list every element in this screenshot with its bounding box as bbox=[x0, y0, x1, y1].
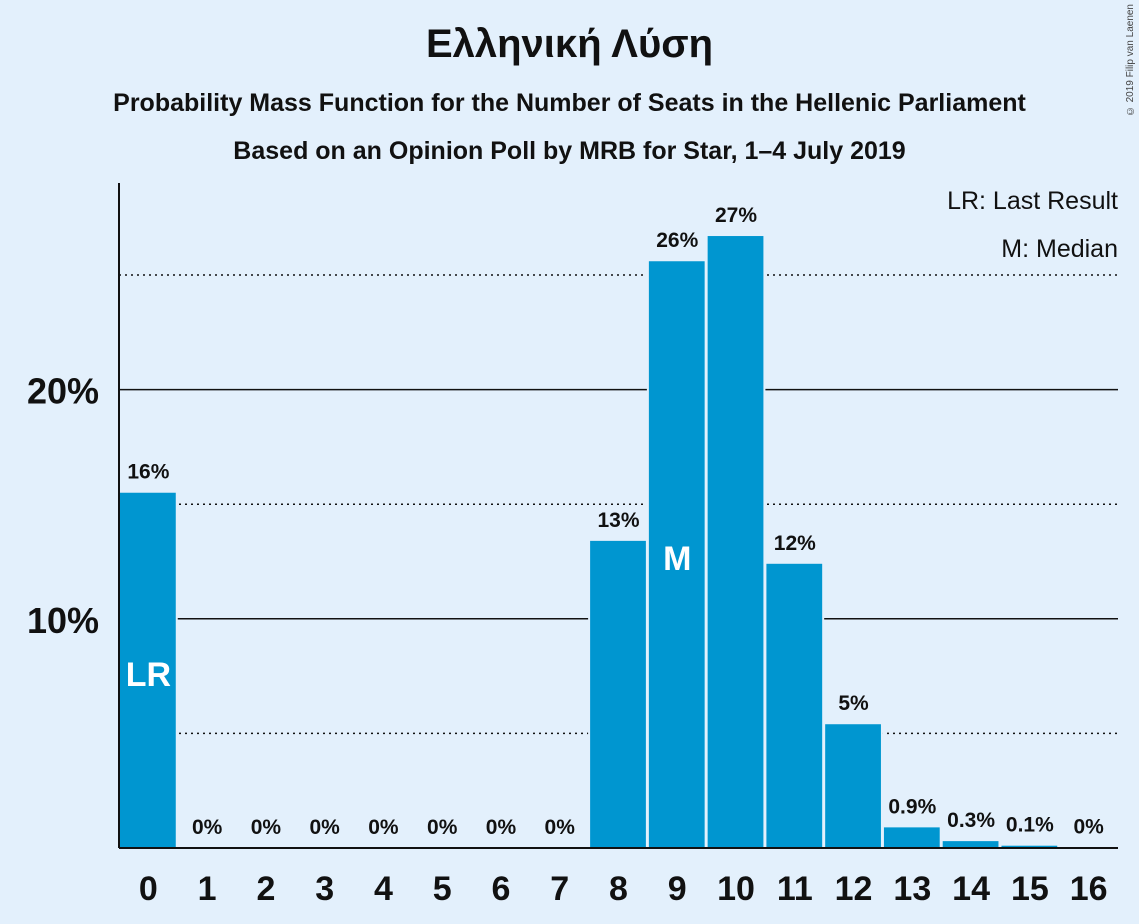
bar-seats-14 bbox=[942, 841, 999, 848]
bar-value-labels: 16% LR 0% 0% 0% 0% 0% 0% 0% 13% 26% M 27% 12% 5% 0.9% 0.… bbox=[126, 204, 1104, 839]
bar-seats-13 bbox=[883, 827, 940, 848]
x-tick-label: 2 bbox=[256, 870, 275, 908]
bar-value-label: 26% bbox=[656, 229, 698, 252]
bar-value-label: 0% bbox=[486, 816, 517, 839]
y-tick-label: 20% bbox=[27, 371, 99, 412]
x-tick-label: 13 bbox=[893, 870, 931, 908]
bar-value-label: 0% bbox=[309, 816, 340, 839]
bar-value-label: 12% bbox=[774, 532, 816, 555]
bar-value-label: 0.3% bbox=[947, 809, 995, 832]
bar-seats-12 bbox=[825, 724, 881, 848]
bar-seats-0 bbox=[120, 492, 176, 848]
x-tick-label: 1 bbox=[198, 870, 217, 908]
x-tick-label: 6 bbox=[492, 870, 511, 908]
chart-title: Ελληνική Λύση bbox=[425, 22, 714, 66]
bar-seats-9 bbox=[648, 261, 705, 848]
bar-value-label: 0% bbox=[427, 816, 458, 839]
bar-value-label: 0.1% bbox=[1006, 814, 1054, 837]
bar-value-label: 0% bbox=[251, 816, 282, 839]
bar-seats-15 bbox=[1001, 845, 1058, 848]
x-tick-label: 3 bbox=[315, 870, 334, 908]
y-tick-label: 10% bbox=[27, 600, 99, 641]
x-tick-label: 5 bbox=[433, 870, 452, 908]
x-tick-labels: 0 1 2 3 4 5 6 7 8 9 10 11 12 13 14 15 16 bbox=[139, 870, 1108, 908]
x-tick-label: 8 bbox=[609, 870, 628, 908]
x-tick-label: 14 bbox=[952, 870, 990, 908]
x-tick-label: 0 bbox=[139, 870, 158, 908]
bar-value-label: 0% bbox=[545, 816, 576, 839]
bar-value-label: 13% bbox=[597, 509, 639, 532]
x-tick-label: 7 bbox=[550, 870, 569, 908]
bar-value-label: 16% bbox=[127, 461, 169, 484]
x-tick-label: 10 bbox=[717, 870, 755, 908]
bar-seats-10 bbox=[707, 236, 764, 848]
legend-last-result: LR: Last Result bbox=[947, 187, 1118, 215]
chart-subtitle: Probability Mass Function for the Number… bbox=[113, 89, 1026, 117]
x-tick-label: 16 bbox=[1070, 870, 1108, 908]
bar-marker-lr: LR bbox=[126, 656, 171, 694]
bar-marker-m: M bbox=[663, 540, 691, 578]
x-tick-label: 12 bbox=[835, 870, 873, 908]
legend-median: M: Median bbox=[1001, 235, 1118, 263]
x-tick-label: 9 bbox=[668, 870, 687, 908]
bar-value-label: 0% bbox=[1073, 816, 1104, 839]
bar-seats-11 bbox=[766, 563, 823, 848]
chart-subtitle-poll: Based on an Opinion Poll by MRB for Star… bbox=[233, 137, 906, 165]
bar-value-label: 0% bbox=[192, 816, 223, 839]
y-tick-labels: 10% 20% bbox=[27, 371, 99, 641]
bar-value-label: 0.9% bbox=[888, 795, 936, 818]
x-tick-label: 15 bbox=[1011, 870, 1049, 908]
bar-value-label: 27% bbox=[715, 204, 757, 227]
bar-gap bbox=[999, 841, 1060, 848]
bar-seats-8 bbox=[590, 540, 646, 848]
bar-value-label: 5% bbox=[838, 692, 869, 715]
bar-value-label: 0% bbox=[368, 816, 399, 839]
x-tick-label: 4 bbox=[374, 870, 393, 908]
bars bbox=[118, 232, 1060, 848]
x-tick-label: 11 bbox=[777, 870, 813, 908]
